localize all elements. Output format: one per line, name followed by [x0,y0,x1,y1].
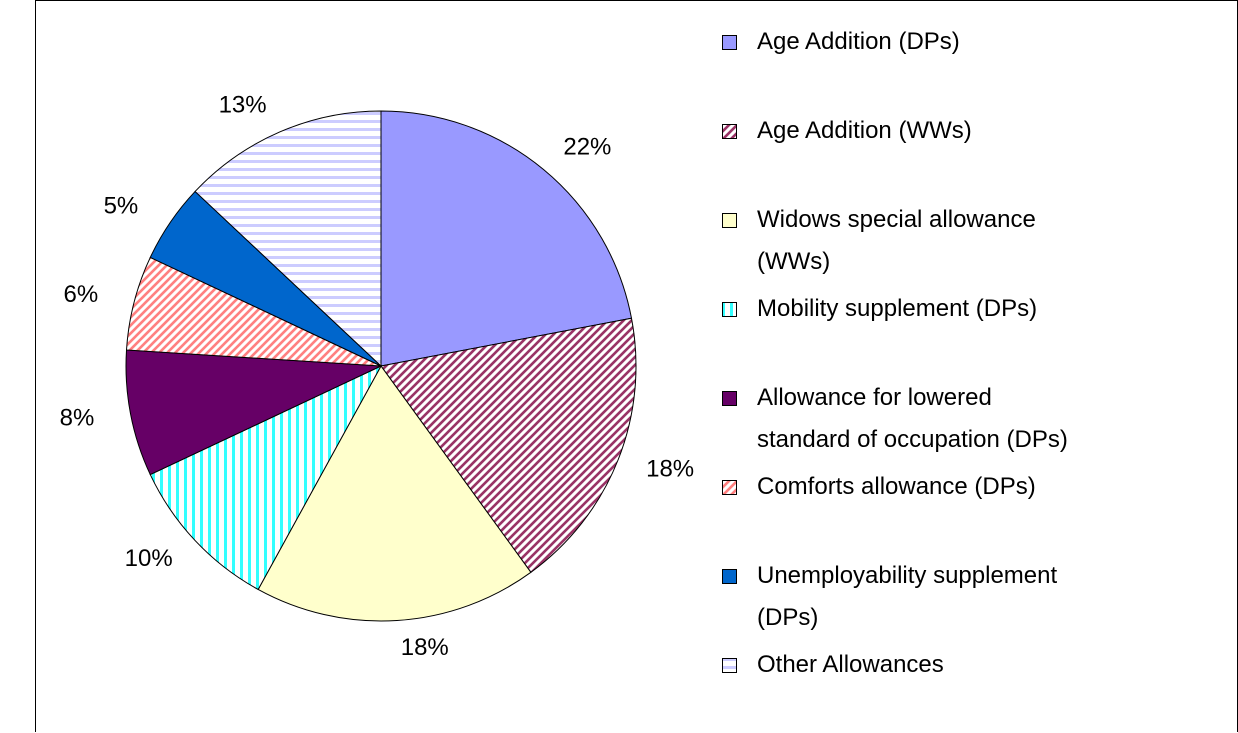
data-label: 5% [104,192,139,219]
legend-item: Age Addition (DPs) [722,21,1222,110]
legend-label: Age Addition (DPs) [757,28,960,55]
legend-label: Comforts allowance (DPs) [757,473,1036,500]
legend-item: Unemployability supplement (DPs) [722,555,1222,644]
pie-slice [380,317,637,573]
legend-item: Other Allowances [722,644,1222,733]
legend-label: Unemployability supplement (DPs) [757,562,1058,631]
legend-item: Widows special allowance (WWs) [722,199,1222,288]
legend-item: Comforts allowance (DPs) [722,466,1222,555]
data-label: 22% [563,133,611,160]
legend-swatch [722,569,737,584]
legend-swatch [722,302,737,317]
legend-swatch [722,391,737,406]
data-label: 18% [401,634,449,661]
legend-swatch [722,124,737,139]
pie-slice [149,364,383,591]
legend-swatch [722,213,737,228]
data-label: 8% [60,404,95,431]
pie-slice [194,110,382,368]
data-label: 10% [125,545,173,572]
data-label: 18% [646,456,694,483]
legend-item: Allowance for lowered standard of occupa… [722,377,1222,466]
pie-slice [257,365,532,622]
data-label: 13% [219,92,267,119]
legend-label: Allowance for lowered standard of occupa… [757,384,1068,453]
legend-label: Mobility supplement (DPs) [757,295,1038,322]
legend: Age Addition (DPs) Age Addition (WWs) Wido… [722,21,1222,733]
legend-swatch [722,480,737,495]
legend-swatch [722,35,737,50]
pie-slice [380,110,633,367]
legend-label: Other Allowances [757,651,944,678]
pie-slice [125,349,382,476]
legend-label: Age Addition (WWs) [757,117,972,144]
legend-swatch [722,658,737,673]
data-label: 6% [64,281,99,308]
legend-label: Widows special allowance (WWs) [757,206,1036,275]
legend-item: Age Addition (WWs) [722,110,1222,199]
legend-item: Mobility supplement (DPs) [722,288,1222,377]
